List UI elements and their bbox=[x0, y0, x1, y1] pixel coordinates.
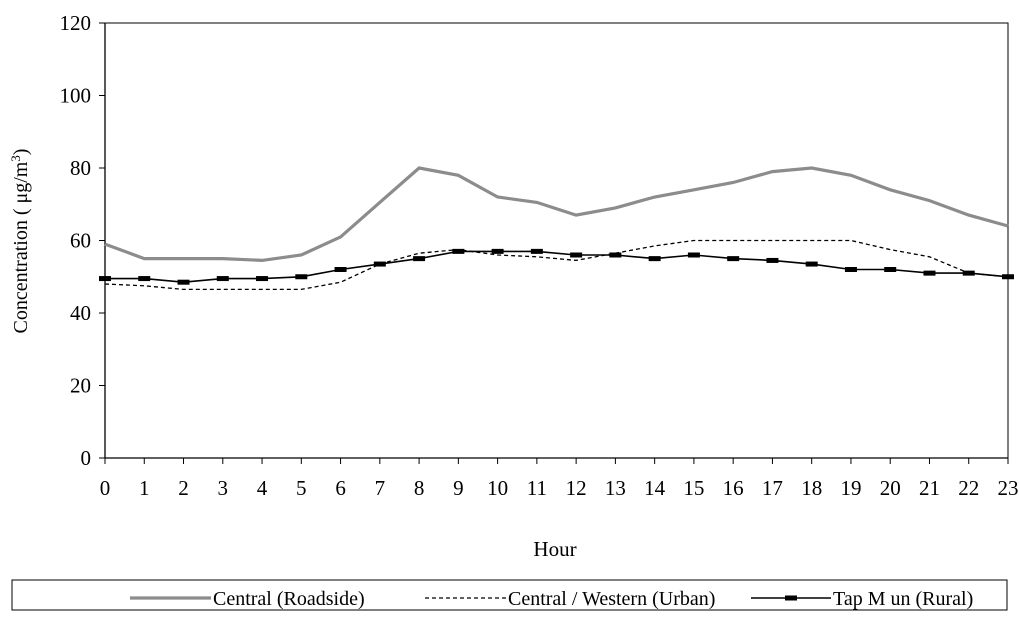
series-marker-3 bbox=[452, 248, 465, 254]
series-marker-3 bbox=[256, 276, 269, 282]
x-tick-label: 4 bbox=[257, 476, 268, 500]
series-marker-3 bbox=[491, 248, 504, 254]
legend-box bbox=[11, 579, 1008, 611]
series-marker-3 bbox=[1002, 274, 1014, 280]
x-tick-label: 13 bbox=[605, 476, 626, 500]
x-tick-label: 15 bbox=[683, 476, 704, 500]
series-marker-3 bbox=[766, 257, 779, 263]
y-tick-label: 120 bbox=[60, 11, 92, 35]
y-axis-label-superscript: 3 bbox=[8, 155, 23, 162]
series-marker-3 bbox=[334, 267, 347, 272]
x-tick-label: 9 bbox=[453, 476, 464, 500]
series-marker-3 bbox=[609, 252, 622, 258]
x-tick-label: 21 bbox=[919, 476, 940, 500]
legend: Central (Roadside) Central / Western (Urb… bbox=[11, 579, 1008, 611]
series-marker-3 bbox=[530, 248, 543, 254]
legend-label-1: Central (Roadside) bbox=[213, 588, 365, 610]
y-tick-label: 60 bbox=[70, 229, 91, 253]
series-marker-3 bbox=[138, 276, 151, 282]
series-marker-3 bbox=[413, 256, 426, 262]
series-marker-3 bbox=[570, 252, 583, 258]
x-tick-label: 11 bbox=[527, 476, 547, 500]
y-axis-label: Concentration ( μg/m3) bbox=[8, 149, 33, 334]
y-tick-label: 40 bbox=[70, 301, 91, 325]
x-tick-label: 8 bbox=[414, 476, 425, 500]
x-tick-label: 22 bbox=[958, 476, 979, 500]
series-marker-3 bbox=[373, 261, 386, 267]
series-line-3 bbox=[105, 250, 1009, 284]
y-tick-label: 100 bbox=[60, 84, 92, 108]
series-marker-3 bbox=[295, 274, 308, 280]
x-tick-label: 2 bbox=[178, 476, 189, 500]
series-marker-3 bbox=[648, 256, 661, 262]
x-tick-label: 10 bbox=[487, 476, 508, 500]
series-marker-3 bbox=[177, 279, 190, 285]
plot-area-frame bbox=[104, 22, 1009, 459]
x-tick-label: 7 bbox=[375, 476, 386, 500]
series-marker-3 bbox=[884, 267, 897, 272]
x-tick-label: 1 bbox=[139, 476, 150, 500]
y-tick-label: 0 bbox=[81, 446, 92, 470]
y-axis-label-main: Concentration ( μg/m bbox=[10, 161, 32, 333]
x-tick-label: 14 bbox=[644, 476, 666, 500]
series-marker-3 bbox=[805, 261, 818, 267]
series-marker-3 bbox=[962, 270, 975, 276]
legend-label-3: Tap M un (Rural) bbox=[833, 588, 973, 610]
y-tick-label: 20 bbox=[70, 374, 91, 398]
x-tick-label: 0 bbox=[100, 476, 111, 500]
series-marker-3 bbox=[727, 256, 740, 262]
series-line-2 bbox=[104, 239, 1009, 291]
series-marker-3 bbox=[216, 276, 229, 282]
y-axis-label-close: ) bbox=[10, 149, 32, 156]
x-tick-label: 18 bbox=[801, 476, 822, 500]
x-tick-label: 6 bbox=[335, 476, 346, 500]
series-group bbox=[99, 166, 1014, 291]
y-tick-label: 80 bbox=[70, 156, 91, 180]
x-tick-label: 19 bbox=[840, 476, 861, 500]
series-line-1 bbox=[104, 166, 1009, 263]
series-marker-3 bbox=[844, 267, 857, 272]
x-tick-label: 23 bbox=[998, 476, 1019, 500]
x-tick-label: 16 bbox=[723, 476, 744, 500]
series-marker-3 bbox=[687, 252, 700, 258]
x-tick-label: 17 bbox=[762, 476, 783, 500]
x-tick-label: 3 bbox=[218, 476, 229, 500]
legend-label-2: Central / Western (Urban) bbox=[508, 588, 715, 610]
x-tick-label: 20 bbox=[880, 476, 901, 500]
series-marker-3 bbox=[923, 270, 936, 276]
x-axis-label: Hour bbox=[533, 537, 576, 561]
x-tick-label: 5 bbox=[296, 476, 307, 500]
legend-marker-3 bbox=[785, 595, 797, 601]
series-marker-3 bbox=[99, 276, 111, 282]
x-tick-label: 12 bbox=[566, 476, 587, 500]
